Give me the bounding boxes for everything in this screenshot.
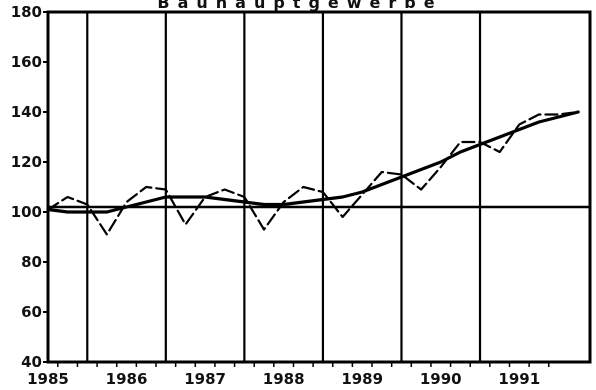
y-tick-label: 160 <box>11 53 42 71</box>
x-tick-label: 1985 <box>27 370 69 388</box>
y-tick-label: 180 <box>11 3 42 21</box>
x-axis: 1985 1986 1987 1988 1989 1990 1991 <box>27 362 550 388</box>
x-tick-label: 1987 <box>184 370 226 388</box>
y-tick-label: 80 <box>21 253 42 271</box>
x-tick-label: 1988 <box>263 370 305 388</box>
x-tick-label: 1986 <box>106 370 148 388</box>
series-group <box>46 110 580 236</box>
x-tick-label: 1991 <box>498 370 540 388</box>
series-line-dashed <box>46 110 580 236</box>
series-line-solid <box>46 110 580 214</box>
y-tick-label: 60 <box>21 303 42 321</box>
x-tick-label: 1989 <box>341 370 383 388</box>
y-tick-label: 100 <box>11 203 42 221</box>
y-tick-label: 40 <box>21 353 42 371</box>
y-tick-label: 140 <box>11 103 42 121</box>
chart-title: Bauhauptgewerbe <box>157 0 442 12</box>
x-tick-label: 1990 <box>420 370 462 388</box>
y-tick-label: 120 <box>11 153 42 171</box>
plot-frame <box>46 10 592 364</box>
vertical-gridlines <box>86 12 482 362</box>
y-axis: 40 60 80 100 120 140 160 180 <box>11 3 48 371</box>
